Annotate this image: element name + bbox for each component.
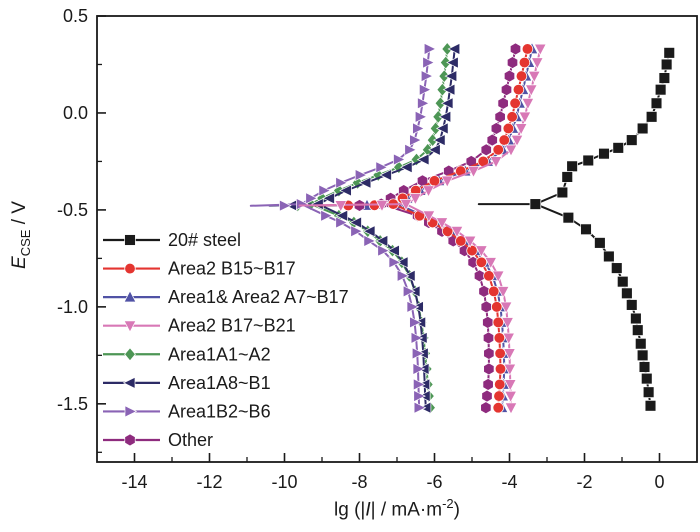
legend-label: Area2 B15~B17	[168, 259, 296, 279]
legend-label: Area1A8~B1	[168, 373, 271, 393]
series-a8b1	[268, 42, 461, 414]
legend-label: Area1& Area2 A7~B17	[168, 287, 349, 307]
x-tick-label: -8	[351, 472, 367, 492]
legend-label: Other	[168, 430, 213, 450]
tick-labels: -14 -12 -10 -8 -6 -4 -2 0 0.5 0.0 -0.5 -1.0 -1.5	[57, 6, 665, 492]
y-tick-label: -0.5	[57, 200, 88, 220]
x-tick-label: -12	[196, 472, 222, 492]
legend-label: Area2 B17~B21	[168, 316, 296, 336]
legend-item-a7b17: Area1& Area2 A7~B17	[103, 287, 349, 307]
series-markers-a8b1	[284, 42, 461, 414]
series-b17b21	[298, 43, 547, 415]
legend-marker-diamond	[124, 347, 136, 362]
y-axis-label-symbol: E	[9, 256, 30, 269]
series-markers-b17b21	[334, 43, 547, 415]
legend-item-other: Other	[103, 430, 213, 450]
legend-label: 20# steel	[168, 230, 241, 250]
series-b2b6	[249, 42, 437, 414]
x-axis-label-symbol: I	[365, 499, 371, 521]
legend: 20# steel Area2 B15~B17 Area1& Area2 A7~B1…	[103, 230, 349, 450]
legend-item-b15b17: Area2 B15~B17	[103, 259, 296, 279]
x-tick-label: -2	[576, 472, 592, 492]
x-axis-label: lg (|I| / mA·m-2)	[334, 496, 460, 521]
y-tick-label: 0.0	[63, 103, 88, 123]
x-tick-label: -10	[271, 472, 297, 492]
x-tick-label: 0	[654, 472, 664, 492]
legend-item-a8b1: Area1A8~B1	[103, 373, 271, 393]
x-axis-label-exponent: -2	[442, 496, 454, 511]
legend-label: Area1A1~A2	[168, 344, 271, 364]
legend-label: Area1B2~B6	[168, 401, 271, 421]
legend-item-b2b6: Area1B2~B6	[103, 401, 271, 421]
legend-marker-triangle-up	[123, 290, 137, 303]
x-tick-label: -6	[426, 472, 442, 492]
series-steel	[477, 47, 675, 412]
legend-item-a1a2: Area1A1~A2	[103, 344, 271, 364]
y-axis-label-subscript: CSE	[17, 229, 33, 257]
series-markers-b2b6	[279, 42, 437, 414]
legend-marker-triangle-down	[123, 320, 137, 333]
axis-ticks	[97, 15, 661, 462]
legend-marker-square	[124, 234, 136, 246]
legend-marker-triangle-left	[122, 376, 136, 390]
legend-item-b17b21: Area2 B17~B21	[103, 316, 296, 336]
y-axis-label-unit: / V	[9, 201, 30, 230]
y-tick-label: -1.5	[57, 394, 88, 414]
y-tick-label: -1.0	[57, 297, 88, 317]
y-tick-label: 0.5	[63, 6, 88, 26]
series-markers-b15b17	[342, 43, 534, 414]
series-markers-steel	[529, 47, 675, 412]
legend-marker-circle	[124, 262, 136, 275]
y-axis-label: ECSE / V	[9, 175, 33, 295]
x-tick-label: -4	[501, 472, 517, 492]
x-tick-label: -14	[121, 472, 147, 492]
series-markers-other	[353, 42, 522, 415]
legend-marker-triangle-right	[124, 405, 138, 418]
legend-marker-hexagon	[124, 433, 136, 447]
legend-item-steel: 20# steel	[103, 230, 241, 250]
